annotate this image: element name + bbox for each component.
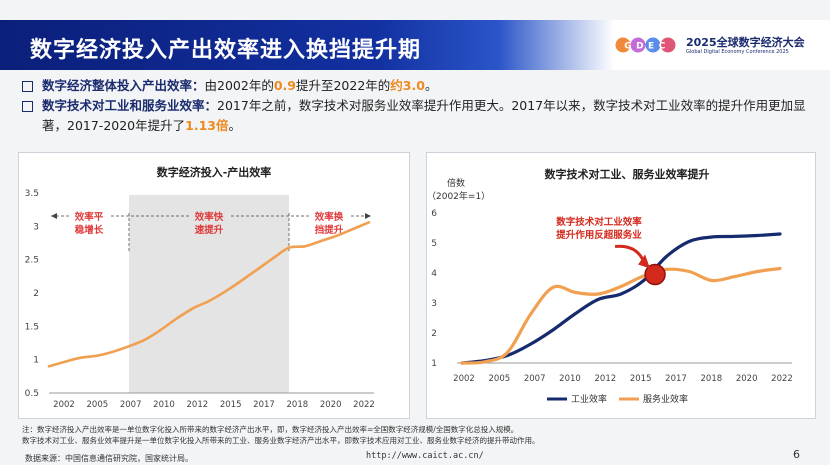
phase-label: 效率换 <box>315 211 344 223</box>
x-tick-label: 2005 <box>87 400 109 410</box>
x-tick-label: 2012 <box>187 400 209 410</box>
x-tick-label: 2010 <box>559 374 581 384</box>
phase-label: 效率平 <box>75 211 104 223</box>
y-tick-label: 5 <box>431 239 437 249</box>
left-chart-panel: 数字经济投入-产出效率 0.5 1 1.5 2 2.5 3 3.5 2002 2005 2007 20… <box>18 152 410 419</box>
footnote-2: 数字技术对工业、服务业效率提升是一单位数字化投入所带来的工业、服务业数字经济产出… <box>22 436 540 445</box>
y-tick-label: 6 <box>431 209 437 219</box>
annotation-arrow <box>614 244 646 264</box>
caict-link[interactable]: http://www.caict.ac.cn/ <box>366 451 484 461</box>
arrow-left-icon <box>51 213 57 219</box>
x-tick-label: 2017 <box>253 400 275 410</box>
phase-label: 效率快 <box>195 211 224 223</box>
x-tick-label: 2020 <box>736 374 758 384</box>
highlight-value: 1.13倍 <box>185 118 229 133</box>
y-unit-label: （2002年=1） <box>427 190 490 202</box>
y-tick-label: 1.5 <box>25 322 39 332</box>
phase-label: 挡提升 <box>315 224 344 236</box>
x-tick-label: 2002 <box>453 374 475 384</box>
x-tick-label: 2015 <box>220 400 242 410</box>
annotation-label: 提升作用反超服务业 <box>556 229 642 241</box>
highlight-value: 0.9 <box>273 78 296 93</box>
x-tick-label: 2015 <box>630 374 652 384</box>
arrow-head-icon <box>638 254 651 269</box>
x-tick-label: 2005 <box>489 374 511 384</box>
right-chart-panel: 数字技术对工业、服务业效率提升倍数 （2002年=1） 1 2 3 4 5 6 2002 2005… <box>426 152 816 419</box>
bullet-label: 数字技术对工业和服务业效率： <box>42 98 218 113</box>
phase-label: 速提升 <box>195 224 224 236</box>
x-tick-label: 2010 <box>153 400 175 410</box>
arrow-right-icon <box>365 213 371 219</box>
efficiency-chart: 数字经济投入-产出效率 0.5 1 1.5 2 2.5 3 3.5 2002 2005 2007 20… <box>25 165 375 410</box>
x-tick-label: 2007 <box>120 400 142 410</box>
data-source: 数据来源：中国信息通信研究院，国家统计局。 <box>25 454 193 463</box>
phase-label: 稳增长 <box>75 224 104 236</box>
bullet-label: 数字经济整体投入产出效率： <box>42 78 205 93</box>
x-tick-label: 2017 <box>665 374 687 384</box>
legend-label: 工业效率 <box>571 393 607 405</box>
y-tick-label: 1 <box>431 359 437 369</box>
y-tick-label: 3.5 <box>25 189 39 199</box>
x-tick-label: 2018 <box>701 374 723 384</box>
y-unit-label: 倍数 <box>447 177 465 189</box>
y-tick-label: 3 <box>33 222 39 232</box>
x-tick-label: 2022 <box>771 374 793 384</box>
legend-label: 服务业效率 <box>643 393 688 405</box>
annotation-label: 数字技术对工业效率 <box>555 216 642 228</box>
x-tick-label: 2018 <box>287 400 309 410</box>
footnote-1: 注：数字经济投入产出效率是一单位数字化投入所带来的数字经济产出水平，即，数字经济… <box>22 425 519 434</box>
conference-logo: GDEC <box>615 37 676 53</box>
y-tick-label: 3 <box>431 299 437 309</box>
highlight-value: 约3.0 <box>390 78 425 93</box>
y-tick-label: 0.5 <box>25 389 39 399</box>
y-tick-label: 2 <box>33 289 39 299</box>
x-tick-label: 2007 <box>524 374 546 384</box>
page-title: 数字经济投入产出效率进入换挡提升期 <box>30 38 422 63</box>
summary-bullets: 数字经济整体投入产出效率：由2002年的0.9提升至2022年的约3.0。 数字… <box>22 76 812 136</box>
x-tick-label: 2002 <box>53 400 75 410</box>
bullet-overall-efficiency: 数字经济整体投入产出效率：由2002年的0.9提升至2022年的约3.0。 <box>22 76 812 96</box>
phase-label-bg <box>69 208 109 242</box>
phase-label-bg <box>189 208 229 242</box>
series-line-industry <box>460 232 782 365</box>
chart-title: 数字经济投入-产出效率 <box>157 165 272 179</box>
checkbox-bullet-icon <box>22 81 33 92</box>
x-tick-label: 2020 <box>320 400 342 410</box>
y-tick-label: 2.5 <box>25 256 39 266</box>
y-tick-label: 2 <box>431 329 437 339</box>
x-tick-label: 2022 <box>353 400 375 410</box>
y-tick-label: 1 <box>33 356 39 366</box>
conference-name-en: Global Digital Economy Conference 2025 <box>686 49 789 55</box>
x-tick-label: 2012 <box>595 374 617 384</box>
svg-text:GDEC: GDEC <box>624 42 670 52</box>
page-number: 6 <box>793 448 800 461</box>
checkbox-bullet-icon <box>22 101 33 112</box>
crossover-marker <box>644 263 666 286</box>
y-tick-label: 4 <box>431 269 437 279</box>
bullet-industry-service: 数字技术对工业和服务业效率：2017年之前，数字技术对服务业效率提升作用更大。2… <box>22 96 812 136</box>
chart-title: 数字技术对工业、服务业效率提升 <box>545 167 710 181</box>
efficiency-series-line <box>47 221 371 368</box>
conference-name: 2025全球数字经济大会 <box>686 36 805 49</box>
phase-label-bg <box>309 208 349 242</box>
title-bar <box>0 20 830 70</box>
series-line-service <box>460 266 782 365</box>
